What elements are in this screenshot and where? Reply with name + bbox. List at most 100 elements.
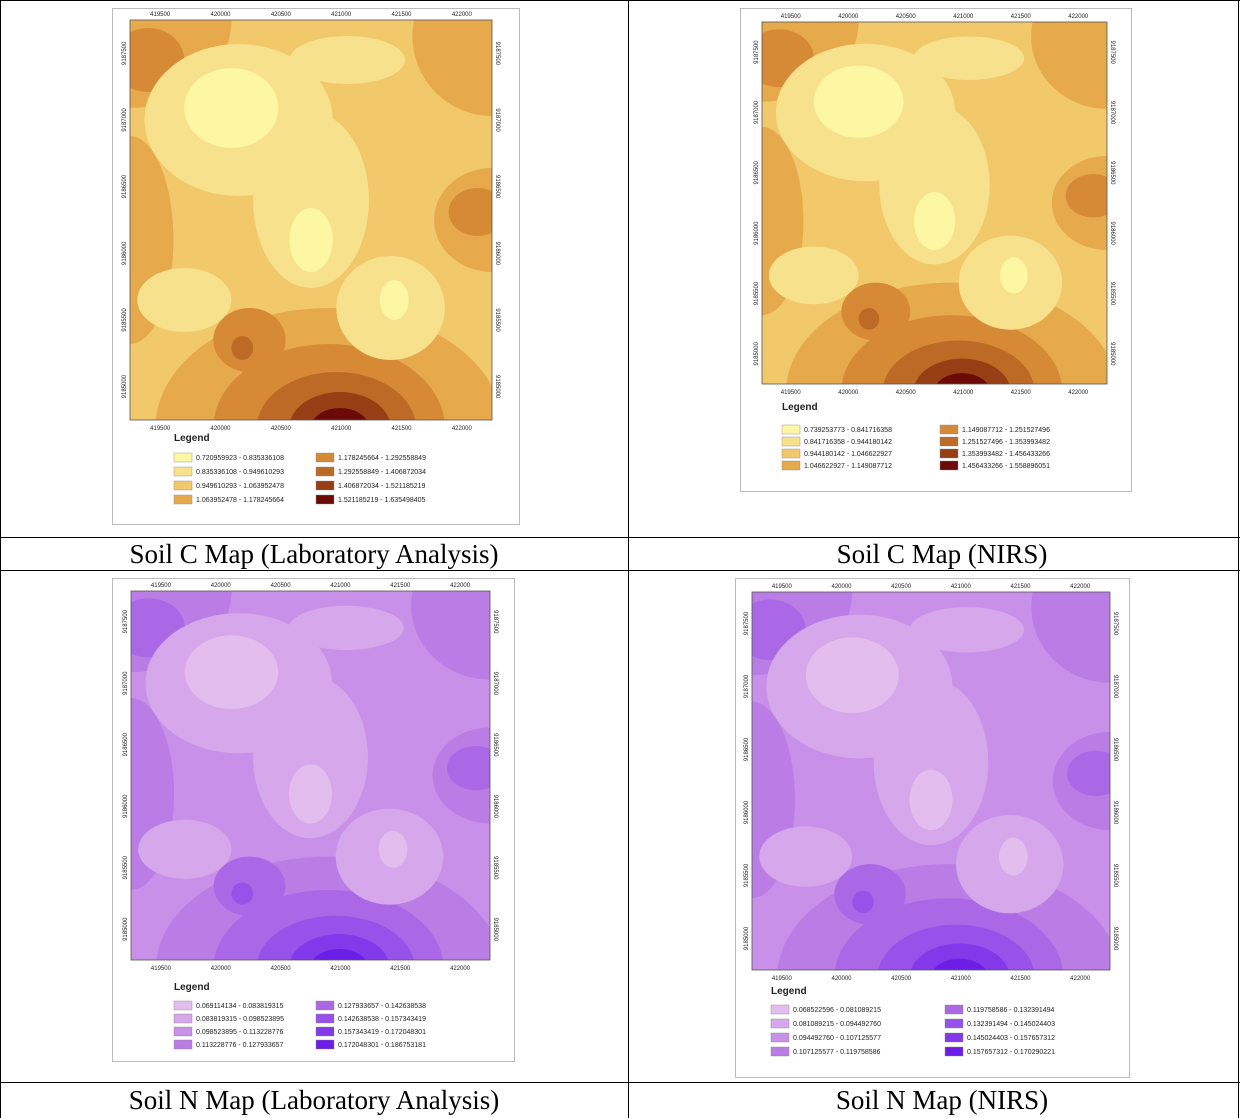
x-coordinate: 420500: [271, 966, 292, 972]
legend-title: Legend: [174, 982, 210, 993]
x-coordinate: 419500: [151, 583, 172, 589]
x-coordinate: 422000: [452, 12, 473, 18]
map-zone: [1031, 22, 1107, 109]
legend-title: Legend: [782, 402, 818, 413]
x-coordinate: 419500: [772, 976, 793, 982]
x-coordinate: 421500: [1010, 584, 1031, 590]
y-coordinate: 9187500: [1112, 612, 1118, 636]
legend-swatch: [315, 1039, 335, 1050]
x-coordinate: 420500: [891, 976, 912, 982]
x-coordinate: 421000: [951, 584, 972, 590]
x-coordinate: 421000: [951, 976, 972, 982]
map-zone: [184, 635, 279, 710]
map-zone: [913, 192, 956, 251]
legend-swatch: [939, 436, 959, 447]
y-coordinate: 9186500: [492, 733, 498, 757]
x-coordinate: 421500: [390, 583, 411, 589]
map-zone: [910, 943, 1009, 970]
y-coordinate: 9187000: [1109, 101, 1115, 125]
map-zone: [933, 958, 986, 970]
y-coordinate: 9186000: [123, 794, 129, 818]
x-coordinate: 420500: [271, 426, 292, 432]
x-coordinate: 422000: [1068, 14, 1089, 20]
map-zone: [378, 830, 408, 868]
y-coordinate: 9185000: [1112, 927, 1118, 951]
legend-swatch: [939, 448, 959, 459]
map-zone: [290, 934, 389, 960]
y-coordinate: 9187000: [122, 108, 128, 132]
legend-title: Legend: [771, 986, 807, 997]
x-coordinate: 420000: [210, 426, 231, 432]
map-zone: [858, 307, 880, 330]
legend-swatch: [770, 1032, 790, 1043]
map-zone: [184, 68, 279, 148]
x-coordinate: 420000: [211, 966, 232, 972]
y-coordinate: 9185500: [492, 856, 498, 880]
map-zone: [1067, 750, 1110, 797]
map-zone: [289, 36, 406, 84]
legend-swatch: [173, 1000, 193, 1011]
map-border: [130, 590, 491, 961]
y-coordinate: 9186000: [492, 795, 498, 819]
map-zone: [909, 607, 1025, 653]
legend-label: 0.949610293 - 1.063952478: [196, 483, 284, 490]
legend-label: 0.081089215 - 0.094492760: [793, 1021, 881, 1028]
y-coordinate: 9187500: [744, 611, 750, 635]
y-coordinate: 9187500: [494, 42, 500, 66]
table-border: [628, 0, 629, 1118]
x-coordinate: 419500: [772, 584, 793, 590]
legend-swatch: [770, 1046, 790, 1057]
y-coordinate: 9185000: [1109, 342, 1115, 366]
y-coordinate: 9186000: [1112, 801, 1118, 825]
x-coordinate: 421500: [1011, 390, 1032, 396]
map-zone: [768, 246, 859, 305]
x-coordinate: 420000: [831, 976, 852, 982]
x-coordinate: 419500: [781, 390, 802, 396]
legend-label: 1.046622927 - 1.149087712: [804, 463, 892, 470]
legend-label: 0.172048301 - 0.186753181: [338, 1042, 426, 1049]
x-coordinate: 420500: [271, 583, 292, 589]
table-border: [0, 537, 1240, 538]
map-zone: [231, 336, 254, 360]
legend-swatch: [944, 1032, 964, 1043]
legend-label: 0.132391494 - 0.145024403: [967, 1021, 1055, 1028]
legend-label: 0.835336108 - 0.949610293: [196, 469, 284, 476]
map-zone: [138, 819, 232, 879]
x-coordinate: 422000: [452, 426, 473, 432]
legend-swatch: [781, 436, 801, 447]
x-coordinate: 422000: [1070, 976, 1091, 982]
x-coordinate: 420000: [211, 583, 232, 589]
map-raster: [130, 20, 492, 420]
legend-label: 1.456433266 - 1.558896051: [962, 463, 1050, 470]
map-border: [761, 21, 1108, 385]
x-coordinate: 420500: [271, 12, 292, 18]
legend-swatch: [315, 1000, 335, 1011]
x-coordinate: 421000: [953, 14, 974, 20]
legend-label: 0.098523895 - 0.113228776: [196, 1029, 284, 1036]
y-coordinate: 9185000: [494, 375, 500, 399]
y-coordinate: 9186500: [1112, 738, 1118, 762]
legend-title: Legend: [174, 433, 210, 444]
map-figure: 419500 419500 420000 420000 420500 420500 4210…: [112, 578, 515, 1062]
legend-label: 0.841716358 - 0.944180142: [804, 439, 892, 446]
map-zone: [913, 36, 1025, 80]
map-raster: [131, 591, 490, 960]
table-border: [0, 0, 1, 1118]
map-figure: 419500 419500 420000 420000 420500 420500 4210…: [740, 8, 1132, 492]
map-raster: [762, 22, 1107, 384]
map-zone: [312, 948, 366, 960]
legend-swatch: [315, 466, 335, 477]
legend-label: 0.127933657 - 0.142638538: [338, 1003, 426, 1010]
y-coordinate: 9185500: [1112, 864, 1118, 888]
y-coordinate: 9187000: [492, 672, 498, 696]
x-coordinate: 419500: [151, 966, 172, 972]
x-coordinate: 421500: [391, 12, 412, 18]
y-coordinate: 9187000: [754, 100, 760, 124]
x-coordinate: 420000: [838, 390, 859, 396]
x-coordinate: 419500: [150, 426, 171, 432]
legend-label: 0.069114134 - 0.083819315: [196, 1003, 284, 1010]
legend-label: 0.083819315 - 0.098523895: [196, 1016, 284, 1023]
legend-swatch: [944, 1004, 964, 1015]
x-coordinate: 422000: [1068, 390, 1089, 396]
x-coordinate: 419500: [150, 12, 171, 18]
